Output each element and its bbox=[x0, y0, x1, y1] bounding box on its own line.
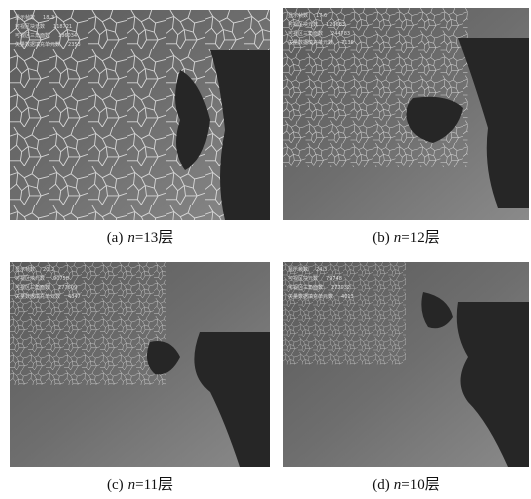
stat-line: 可视区块元数 118721 bbox=[15, 23, 72, 30]
stat-line: 显示帧数 17.6 bbox=[288, 12, 327, 19]
stat-line: 矢量数据填充单元数 4013 bbox=[288, 293, 354, 300]
stat-label: 矢量数据填充单元数 bbox=[15, 293, 60, 300]
stat-value: 118721 bbox=[53, 24, 72, 30]
stat-line: 显示帧数 18.3 bbox=[15, 14, 54, 21]
stat-label: 显示帧数 bbox=[15, 266, 35, 273]
stat-value: 17.6 bbox=[316, 13, 327, 19]
stat-value: 4347 bbox=[68, 294, 81, 300]
caption-variable: n bbox=[394, 230, 402, 246]
stat-label: 矢量数据填充单元数 bbox=[288, 39, 333, 46]
stat-value: 120683 bbox=[326, 22, 345, 28]
caption-rest: =12层 bbox=[401, 230, 439, 246]
caption: (a)n=13层 bbox=[107, 230, 174, 246]
page: 显示帧数18.3可视区块元数118721可视区三角面数186034矢量数据填充单… bbox=[0, 0, 531, 499]
stat-value: 18.3 bbox=[43, 15, 54, 21]
stat-line: 矢量数据填充单元数 2353 bbox=[15, 41, 81, 48]
stat-value: 277032 bbox=[331, 285, 350, 291]
caption-variable: n bbox=[127, 230, 135, 246]
caption-rest: =10层 bbox=[401, 477, 439, 493]
stat-line: 可视区三角面数 277609 bbox=[15, 284, 77, 291]
stat-line: 可视区三角面数 186034 bbox=[15, 32, 77, 39]
stat-label: 矢量数据填充单元数 bbox=[288, 293, 333, 300]
stat-label: 矢量数据填充单元数 bbox=[15, 41, 60, 48]
caption: (b)n=12层 bbox=[372, 230, 439, 246]
stat-label: 可视区三角面数 bbox=[15, 284, 50, 291]
stat-line: 显示帧数 24.3 bbox=[288, 266, 327, 273]
stat-value: 79748 bbox=[326, 276, 342, 282]
stat-value: 7136 bbox=[341, 40, 354, 46]
stat-label: 可视区块元数 bbox=[15, 23, 45, 30]
stat-value: 244783 bbox=[331, 31, 350, 37]
stat-value: 277609 bbox=[58, 285, 77, 291]
figure: 显示帧数18.3可视区块元数118721可视区三角面数186034矢量数据填充单… bbox=[0, 0, 531, 499]
stat-line: 可视区块元数 90758 bbox=[15, 275, 69, 282]
caption: (d)n=10层 bbox=[372, 477, 439, 493]
caption-label: (c) bbox=[107, 477, 124, 493]
stat-label: 可视区三角面数 bbox=[288, 284, 323, 291]
caption-variable: n bbox=[128, 477, 136, 493]
stat-line: 矢量数据填充单元数 7136 bbox=[288, 39, 354, 46]
stat-label: 可视区块元数 bbox=[15, 275, 45, 282]
caption-label: (d) bbox=[372, 477, 390, 493]
caption-rest: =11层 bbox=[135, 477, 173, 493]
caption-rest: =13层 bbox=[135, 230, 173, 246]
stat-line: 可视区块元数 120683 bbox=[288, 21, 345, 28]
stat-value: 90758 bbox=[53, 276, 69, 282]
stat-line: 矢量数据填充单元数 4347 bbox=[15, 293, 81, 300]
stat-line: 可视区三角面数 277032 bbox=[288, 284, 350, 291]
stat-value: 24.3 bbox=[316, 267, 327, 273]
caption-variable: n bbox=[394, 477, 402, 493]
stat-line: 显示帧数 20.2 bbox=[15, 266, 54, 273]
stat-label: 显示帧数 bbox=[288, 266, 308, 273]
stat-value: 186034 bbox=[58, 33, 77, 39]
stat-label: 显示帧数 bbox=[15, 14, 35, 21]
stat-label: 可视区三角面数 bbox=[15, 32, 50, 39]
caption: (c)n=11层 bbox=[107, 477, 173, 493]
stat-line: 可视区块元数 79748 bbox=[288, 275, 342, 282]
stat-label: 显示帧数 bbox=[288, 12, 308, 19]
caption-label: (a) bbox=[107, 230, 124, 246]
stat-line: 可视区三角面数 244783 bbox=[288, 30, 350, 37]
stat-label: 可视区块元数 bbox=[288, 21, 318, 28]
stat-label: 可视区块元数 bbox=[288, 275, 318, 282]
stat-value: 4013 bbox=[341, 294, 354, 300]
caption-label: (b) bbox=[372, 230, 390, 246]
stat-value: 2353 bbox=[68, 42, 81, 48]
stat-value: 20.2 bbox=[43, 267, 54, 273]
stat-label: 可视区三角面数 bbox=[288, 30, 323, 37]
